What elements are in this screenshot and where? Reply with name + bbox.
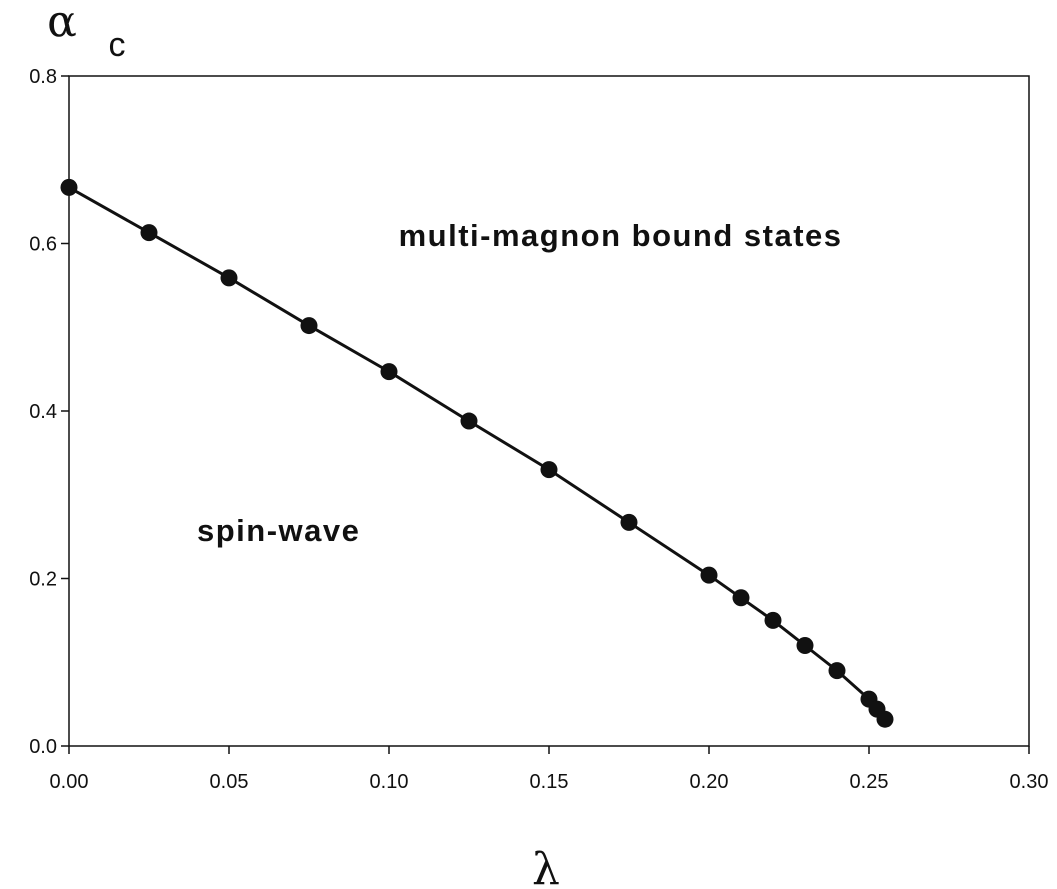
data-point-15	[876, 710, 894, 728]
plot-frame	[68, 75, 1030, 747]
x-axis-label: λ	[532, 844, 560, 889]
series-line	[68, 186, 887, 721]
y-tick-label-4: 0.8	[29, 66, 57, 88]
y-axis-label-subscript: c	[109, 26, 126, 64]
data-point-0	[60, 178, 78, 196]
x-tick-label-6: 0.30	[1010, 771, 1049, 793]
x-tick-label-3: 0.15	[530, 771, 569, 793]
data-point-12	[828, 662, 846, 680]
data-point-8	[700, 566, 718, 584]
x-axis: 0.00 0.05 0.10 0.15 0.20 0.25 0.30	[50, 746, 1049, 793]
data-point-11	[796, 637, 814, 654]
data-point-6	[540, 461, 558, 479]
x-tick-label-0: 0.00	[50, 771, 89, 793]
x-tick-label-1: 0.05	[210, 771, 249, 793]
x-tick-label-4: 0.20	[690, 771, 729, 793]
x-tick-label-5: 0.25	[850, 771, 889, 793]
y-tick-label-3: 0.6	[29, 234, 57, 256]
annotations: multi-magnon bound states spin-wave	[197, 218, 843, 548]
y-axis-label: α	[47, 0, 77, 47]
x-tick-label-2: 0.10	[370, 771, 409, 793]
data-point-10	[764, 611, 782, 629]
y-tick-label-2: 0.4	[29, 401, 57, 423]
y-axis: 0.0 0.2 0.4 0.6 0.8	[29, 66, 69, 758]
data-point-2	[220, 269, 238, 287]
annotation-0: multi-magnon bound states	[399, 218, 843, 253]
y-tick-label-1: 0.2	[29, 569, 57, 591]
data-points	[60, 178, 894, 728]
data-point-5	[460, 412, 478, 430]
annotation-1: spin-wave	[197, 513, 360, 548]
y-tick-label-0: 0.0	[29, 736, 57, 758]
data-point-4	[380, 363, 398, 381]
data-point-9	[732, 589, 750, 607]
data-point-1	[140, 224, 158, 242]
data-point-7	[620, 513, 638, 531]
data-point-3	[300, 317, 318, 335]
